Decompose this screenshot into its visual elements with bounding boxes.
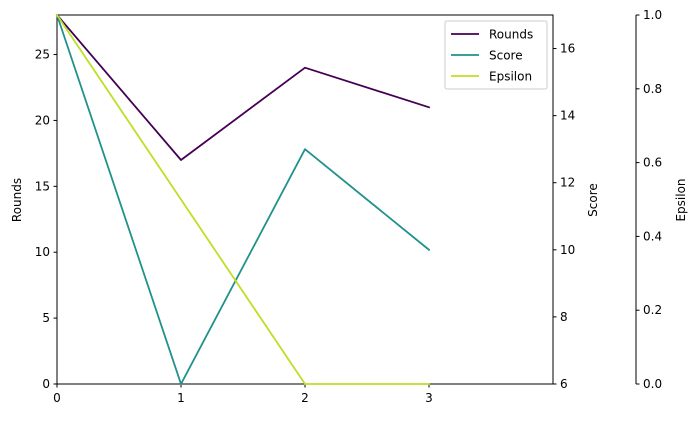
x-tick-label: 1 bbox=[177, 391, 185, 405]
legend-label-score: Score bbox=[489, 49, 523, 63]
x-tick-label: 3 bbox=[425, 391, 433, 405]
score-tick-label: 16 bbox=[560, 42, 575, 56]
series-line-score bbox=[55, 13, 431, 385]
rounds-axis-label: Rounds bbox=[10, 178, 24, 222]
rounds-axis-ticks: 0 5 10 15 20 25 bbox=[35, 48, 57, 391]
x-tick-label: 2 bbox=[301, 391, 309, 405]
rounds-tick-label: 10 bbox=[35, 245, 50, 259]
series-line-rounds bbox=[55, 13, 431, 161]
score-tick-label: 10 bbox=[560, 243, 575, 257]
rounds-tick-label: 15 bbox=[35, 179, 50, 193]
rounds-tick-label: 25 bbox=[35, 48, 50, 62]
score-tick-label: 8 bbox=[560, 310, 568, 324]
score-tick-label: 12 bbox=[560, 176, 575, 190]
legend-entries: Rounds Score Epsilon bbox=[451, 28, 533, 84]
epsilon-tick-label: 1.0 bbox=[643, 8, 662, 22]
epsilon-tick-label: 0.0 bbox=[643, 377, 662, 391]
series-line-epsilon bbox=[55, 13, 430, 385]
epsilon-tick-label: 0.6 bbox=[643, 156, 662, 170]
x-axis-ticks: 0 1 2 3 bbox=[53, 384, 433, 405]
epsilon-tick-label: 0.8 bbox=[643, 82, 662, 96]
chart-legend: Rounds Score Epsilon bbox=[444, 20, 548, 90]
score-tick-label: 6 bbox=[560, 377, 568, 391]
epsilon-tick-label: 0.2 bbox=[643, 303, 662, 317]
epsilon-tick-label: 0.4 bbox=[643, 229, 662, 243]
rounds-tick-label: 0 bbox=[42, 377, 50, 391]
legend-label-epsilon: Epsilon bbox=[489, 70, 532, 84]
rounds-tick-label: 5 bbox=[42, 311, 50, 325]
score-axis-label: Score bbox=[586, 183, 600, 217]
legend-label-rounds: Rounds bbox=[489, 28, 533, 42]
score-axis-ticks: 6 8 10 12 14 16 bbox=[553, 42, 575, 391]
score-tick-label: 14 bbox=[560, 109, 575, 123]
legend-box bbox=[444, 20, 548, 90]
epsilon-axis-label: Epsilon bbox=[674, 178, 688, 221]
x-tick-label: 0 bbox=[53, 391, 61, 405]
epsilon-axis-ticks: 0.0 0.2 0.4 0.6 0.8 1.0 bbox=[636, 8, 662, 391]
series-layer bbox=[55, 13, 431, 385]
rounds-tick-label: 20 bbox=[35, 113, 50, 127]
